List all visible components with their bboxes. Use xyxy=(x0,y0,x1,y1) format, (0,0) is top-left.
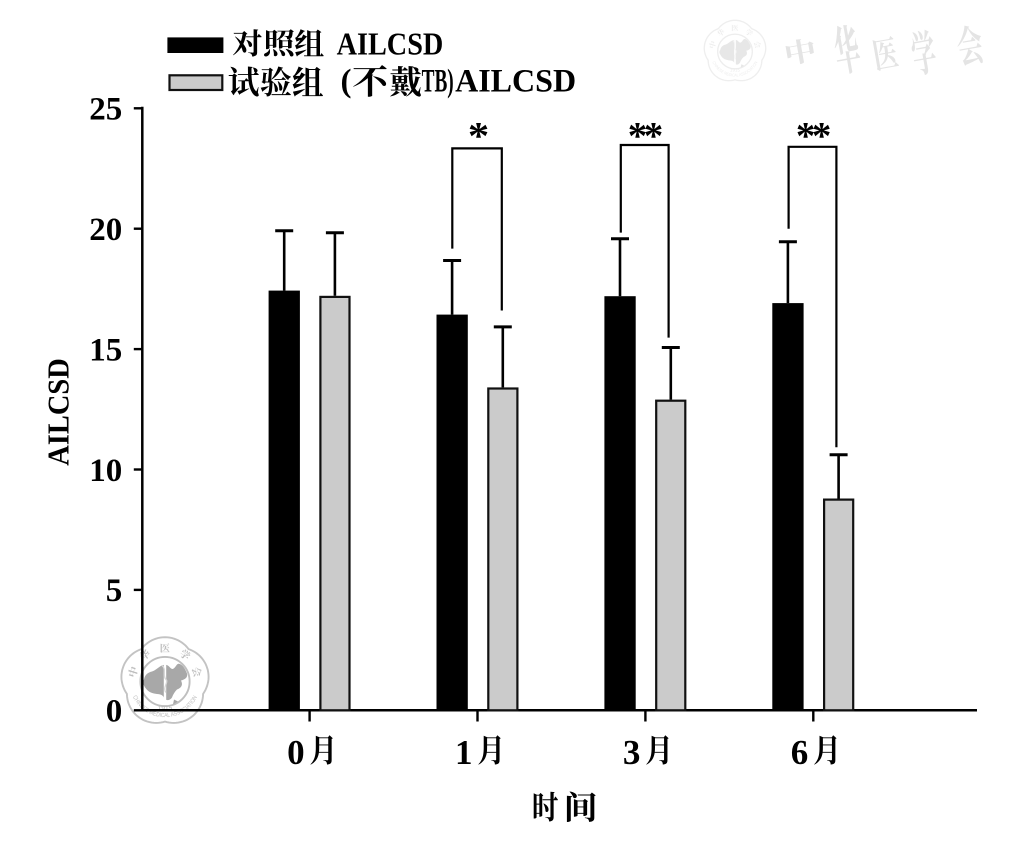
svg-text:0: 0 xyxy=(287,733,305,772)
svg-text:25: 25 xyxy=(89,92,122,128)
svg-text:10: 10 xyxy=(89,453,122,489)
svg-text:TB): TB) xyxy=(422,63,454,99)
svg-text:15: 15 xyxy=(89,332,122,368)
svg-text:**: ** xyxy=(628,115,662,158)
svg-text:5: 5 xyxy=(106,573,123,609)
svg-text:AILCSD: AILCSD xyxy=(455,63,576,99)
svg-text:20: 20 xyxy=(89,212,122,248)
svg-text:6: 6 xyxy=(791,733,809,772)
svg-text:1: 1 xyxy=(455,733,473,772)
svg-text:0: 0 xyxy=(106,694,123,730)
svg-text:AILCSD: AILCSD xyxy=(337,26,444,62)
svg-text:**: ** xyxy=(796,115,830,158)
svg-text:(: ( xyxy=(341,63,352,99)
svg-text:AILCSD: AILCSD xyxy=(41,358,76,466)
svg-text:3: 3 xyxy=(623,733,641,772)
svg-text:*: * xyxy=(468,115,488,158)
